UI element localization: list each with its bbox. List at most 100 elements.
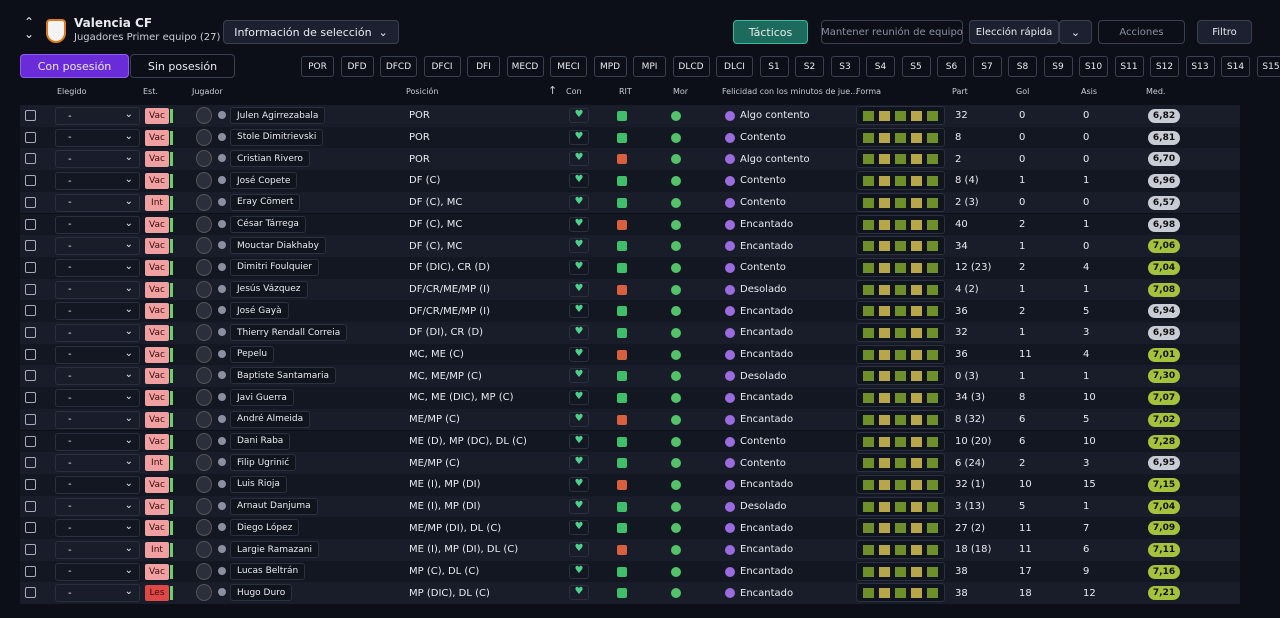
- checkbox[interactable]: [25, 587, 36, 599]
- player-name[interactable]: Arnaut Danjuma: [230, 497, 318, 515]
- player-name[interactable]: Dimitri Foulquier: [230, 258, 320, 276]
- column-header[interactable]: Asis: [1081, 87, 1098, 96]
- player-name[interactable]: Diego López: [230, 519, 300, 537]
- position-tab[interactable]: S11: [1114, 56, 1144, 77]
- column-header[interactable]: Felicidad con los minutos de jue...: [722, 87, 858, 96]
- player-name[interactable]: César Tárrega: [230, 215, 306, 233]
- selection-dropdown[interactable]: - ⌄: [55, 215, 140, 234]
- player-name[interactable]: Pepelu: [230, 345, 275, 363]
- quick-pick-button[interactable]: Elección rápida: [969, 20, 1059, 44]
- position-tab[interactable]: S12: [1150, 56, 1179, 77]
- position-tab[interactable]: DLCI: [716, 56, 753, 77]
- column-header[interactable]: Jugador: [192, 87, 223, 96]
- checkbox[interactable]: [25, 522, 36, 534]
- player-name[interactable]: José Gayà: [230, 302, 289, 320]
- in-possession-tab[interactable]: Con posesión: [20, 54, 129, 78]
- position-tab[interactable]: S6: [937, 56, 966, 77]
- position-tab[interactable]: DFCI: [423, 56, 461, 77]
- position-tab[interactable]: DFD: [340, 56, 374, 77]
- player-name[interactable]: Cristian Rivero: [230, 150, 310, 168]
- player-name[interactable]: Dani Raba: [230, 432, 291, 450]
- checkbox[interactable]: [25, 478, 36, 490]
- position-tab[interactable]: S7: [972, 56, 1002, 77]
- selection-dropdown[interactable]: - ⌄: [55, 562, 140, 581]
- column-header[interactable]: Part: [952, 87, 968, 96]
- player-name[interactable]: Mouctar Diakhaby: [230, 237, 326, 255]
- column-header[interactable]: Est.: [143, 87, 158, 96]
- position-tab[interactable]: DFI: [467, 56, 500, 77]
- team-meeting-button[interactable]: Mantener reunión de equipo: [821, 20, 963, 44]
- position-tab[interactable]: S1: [759, 56, 789, 77]
- out-possession-tab[interactable]: Sin posesión: [130, 54, 235, 78]
- checkbox[interactable]: [25, 261, 36, 273]
- player-name[interactable]: Julen Agirrezabala: [230, 107, 326, 124]
- checkbox[interactable]: [25, 500, 36, 512]
- selection-dropdown[interactable]: - ⌄: [55, 454, 140, 473]
- column-header[interactable]: Med.: [1146, 87, 1166, 96]
- column-header[interactable]: Mor: [673, 87, 689, 96]
- selection-dropdown[interactable]: - ⌄: [55, 150, 140, 169]
- checkbox[interactable]: [25, 348, 36, 360]
- actions-button[interactable]: Acciones: [1098, 20, 1185, 44]
- position-tab[interactable]: DFCD: [380, 56, 417, 77]
- checkbox[interactable]: [25, 196, 36, 208]
- position-tab[interactable]: MECI: [550, 56, 587, 77]
- position-tab[interactable]: S10: [1079, 56, 1108, 77]
- checkbox[interactable]: [25, 240, 36, 252]
- checkbox[interactable]: [25, 413, 36, 425]
- selection-dropdown[interactable]: - ⌄: [55, 475, 140, 494]
- position-tab[interactable]: S4: [866, 56, 895, 77]
- column-header[interactable]: Forma: [856, 87, 882, 96]
- checkbox[interactable]: [25, 305, 36, 317]
- selection-dropdown[interactable]: - ⌄: [55, 107, 140, 125]
- player-name[interactable]: Lucas Beltrán: [230, 562, 306, 580]
- checkbox[interactable]: [25, 565, 36, 577]
- position-tab[interactable]: S15: [1256, 56, 1280, 77]
- checkbox[interactable]: [25, 370, 36, 382]
- filter-button[interactable]: Filtro: [1197, 20, 1252, 44]
- player-name[interactable]: José Copete: [230, 172, 298, 190]
- selection-dropdown[interactable]: - ⌄: [55, 584, 140, 603]
- checkbox[interactable]: [25, 283, 36, 295]
- selection-dropdown[interactable]: - ⌄: [55, 389, 140, 408]
- player-name[interactable]: Stole Dimitrievski: [230, 128, 324, 146]
- quick-pick-dropdown[interactable]: ⌄: [1059, 20, 1092, 44]
- position-tab[interactable]: S2: [795, 56, 824, 77]
- player-name[interactable]: Eray Cömert: [230, 193, 301, 211]
- position-tab[interactable]: S13: [1185, 56, 1215, 77]
- position-tab[interactable]: MPI: [633, 56, 666, 77]
- selection-dropdown[interactable]: - ⌄: [55, 432, 140, 451]
- player-name[interactable]: Jesús Vázquez: [230, 280, 308, 298]
- position-tab[interactable]: S5: [901, 56, 931, 77]
- selection-dropdown[interactable]: - ⌄: [55, 367, 140, 386]
- player-name[interactable]: Largie Ramazani: [230, 541, 319, 558]
- position-tab[interactable]: S3: [830, 56, 860, 77]
- checkbox[interactable]: [25, 457, 36, 469]
- player-name[interactable]: Thierry Rendall Correia: [230, 324, 348, 341]
- player-name[interactable]: Javi Guerra: [230, 389, 294, 407]
- column-header[interactable]: Gol: [1016, 87, 1030, 96]
- position-tab[interactable]: MPD: [593, 56, 627, 77]
- selection-dropdown[interactable]: - ⌄: [55, 345, 140, 364]
- selection-dropdown[interactable]: - ⌄: [55, 258, 140, 277]
- checkbox[interactable]: [25, 544, 36, 555]
- column-header[interactable]: Elegido: [57, 87, 87, 96]
- selection-dropdown[interactable]: - ⌄: [55, 128, 140, 147]
- collapse-toggle[interactable]: ⌃ ⌄: [24, 15, 35, 41]
- selection-info-button[interactable]: Información de selección ⌄: [223, 20, 399, 44]
- selection-dropdown[interactable]: - ⌄: [55, 324, 140, 342]
- selection-dropdown[interactable]: - ⌄: [55, 519, 140, 538]
- checkbox[interactable]: [25, 131, 36, 143]
- selection-dropdown[interactable]: - ⌄: [55, 237, 140, 256]
- player-name[interactable]: Filip Ugrinić: [230, 454, 297, 472]
- player-name[interactable]: Luis Rioja: [230, 475, 287, 493]
- position-tab[interactable]: DLCD: [672, 56, 710, 77]
- position-tab[interactable]: S14: [1221, 56, 1250, 77]
- selection-dropdown[interactable]: - ⌄: [55, 302, 140, 321]
- checkbox[interactable]: [25, 327, 36, 338]
- selection-dropdown[interactable]: - ⌄: [55, 497, 140, 516]
- checkbox[interactable]: [25, 110, 36, 121]
- column-header[interactable]: Con: [566, 87, 582, 96]
- player-name[interactable]: Hugo Duro: [230, 584, 293, 602]
- player-name[interactable]: Baptiste Santamaria: [230, 367, 337, 385]
